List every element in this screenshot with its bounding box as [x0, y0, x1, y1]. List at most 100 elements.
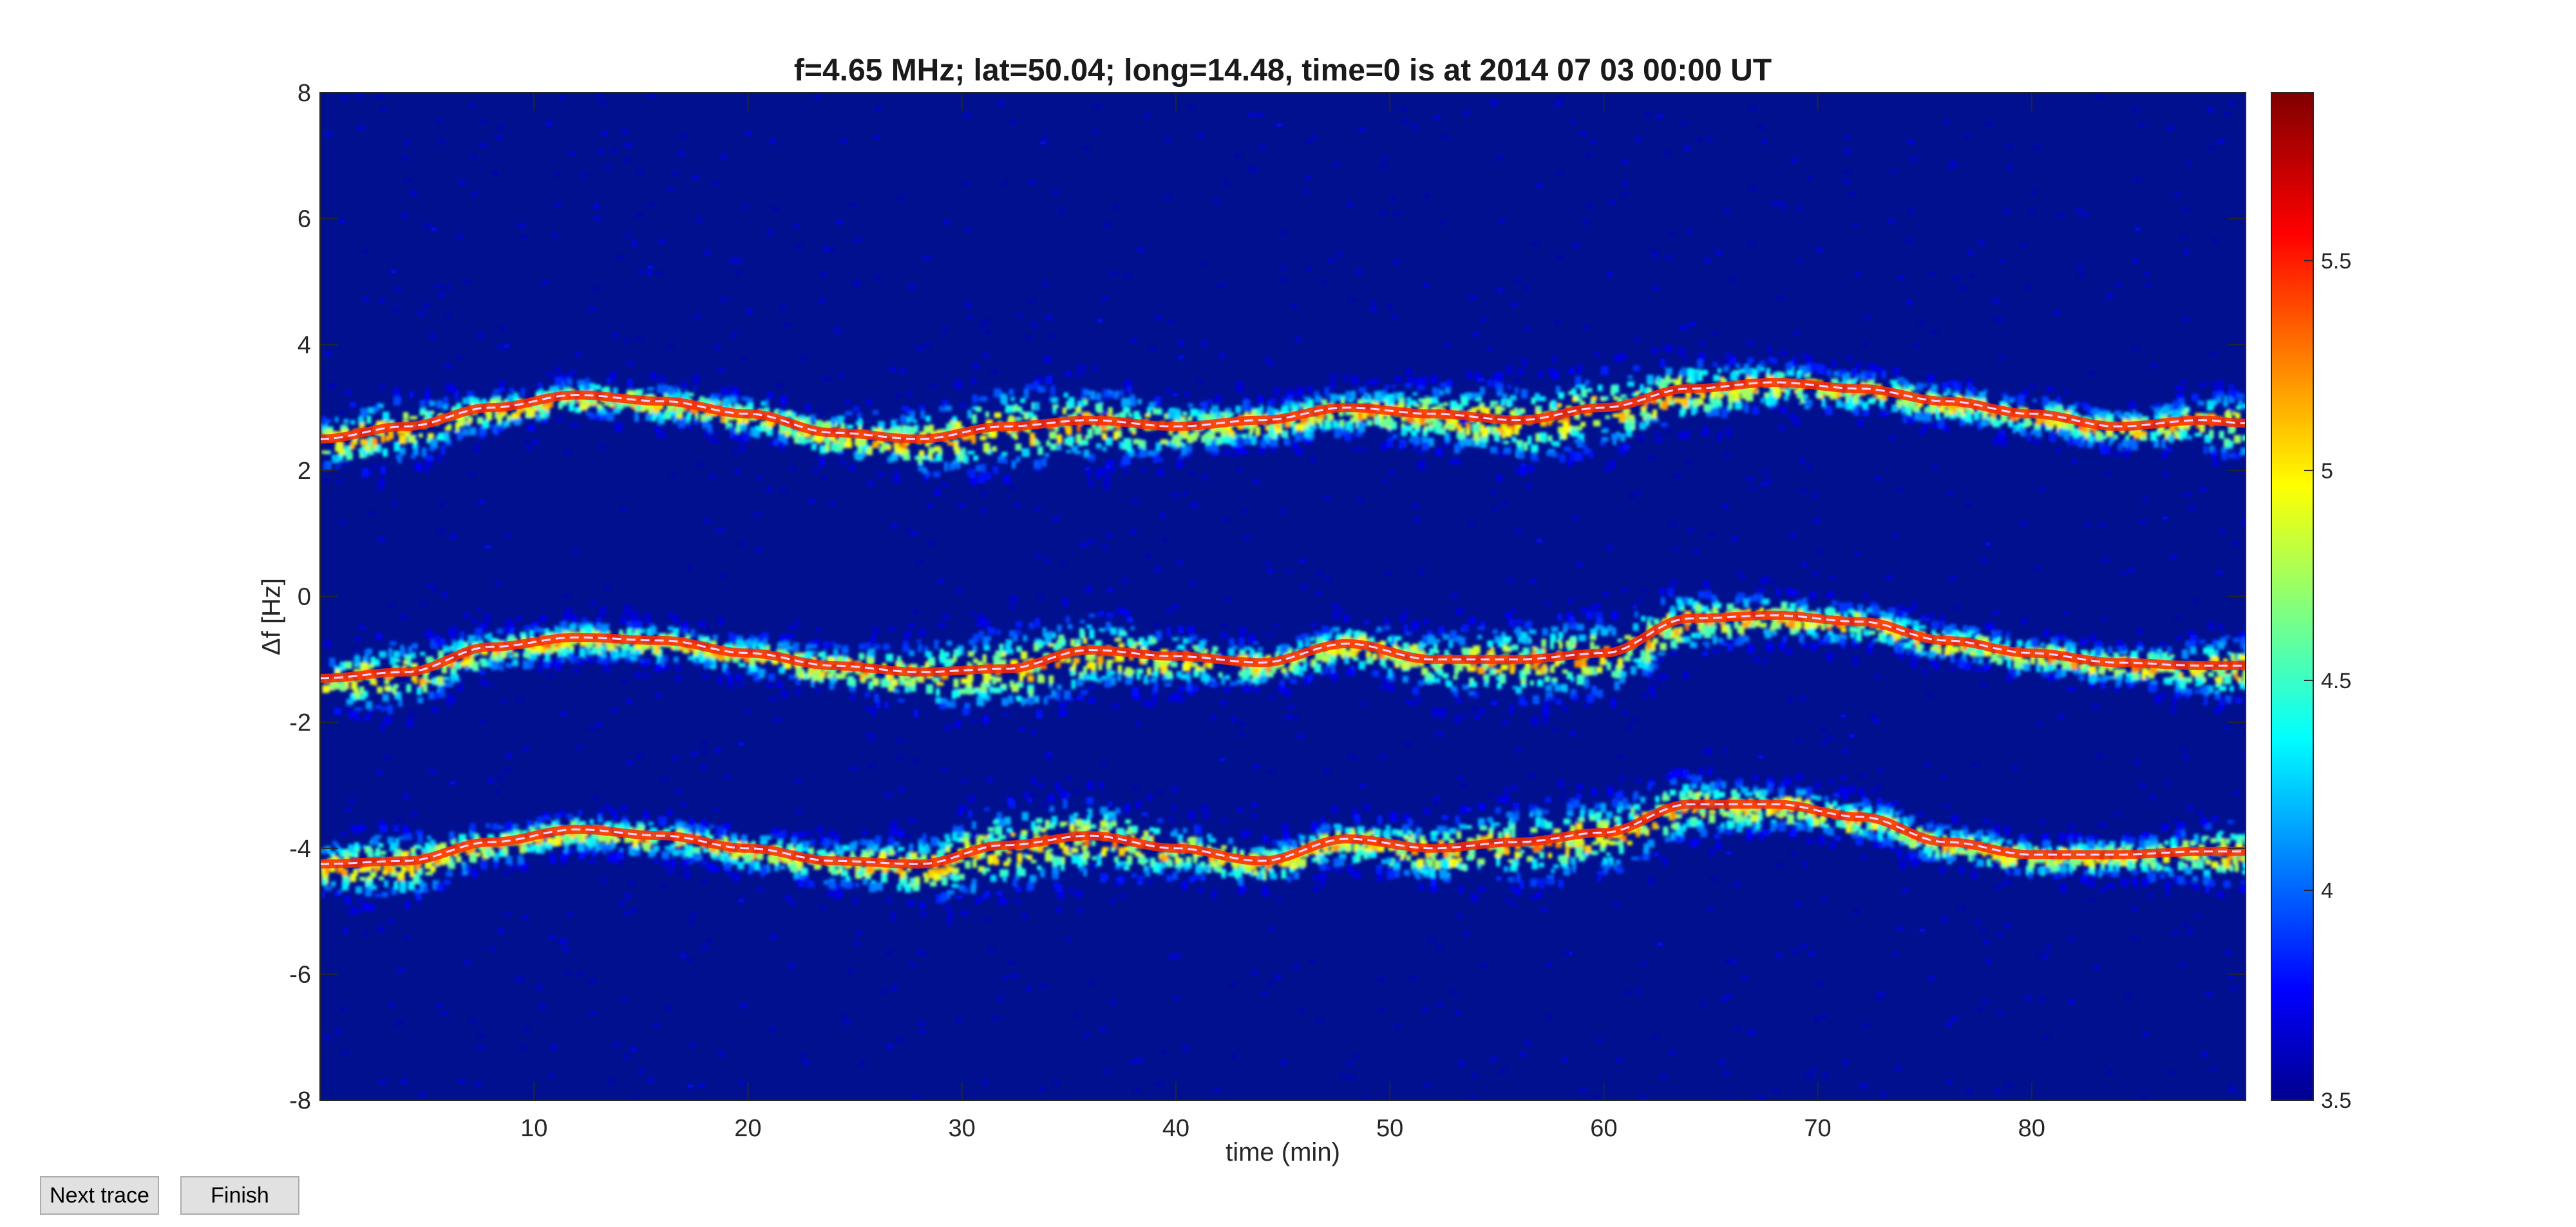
noise-cell [1178, 355, 1184, 359]
spectrogram-cell [431, 707, 438, 713]
spectrogram-cell [990, 432, 996, 438]
noise-cell [377, 770, 383, 774]
spectrogram-cell [1426, 427, 1434, 432]
spectrogram-cell [1747, 357, 1754, 364]
spectrogram-cell [2069, 405, 2077, 409]
spectrogram-cell [381, 435, 385, 443]
noise-cell [895, 394, 902, 398]
spectrogram-cell [2216, 397, 2222, 404]
spectrogram-cell [973, 455, 979, 461]
spectrogram-cell [2128, 414, 2136, 419]
spectrogram-cell [1180, 673, 1188, 680]
noise-cell [1487, 348, 1493, 351]
noise-cell [700, 765, 706, 769]
spectrogram-cell [1191, 686, 1199, 692]
spectrogram-cell [1665, 368, 1672, 375]
noise-cell [1182, 492, 1188, 496]
spectrogram-cell [409, 391, 414, 398]
noise-cell [1147, 881, 1153, 885]
noise-cell [791, 410, 797, 414]
noise-cell [1214, 1088, 1220, 1092]
spectrogram-cell [895, 425, 902, 429]
noise-cell [1638, 435, 1645, 438]
noise-cell [1350, 298, 1356, 302]
spectrogram-cell [1580, 389, 1587, 398]
noise-cell [471, 192, 478, 196]
spectrogram-cell [1825, 406, 1833, 416]
spectrogram-cell [746, 666, 753, 670]
spectrogram-cell [945, 726, 951, 731]
noise-cell [1265, 358, 1271, 362]
noise-cell [1908, 140, 1914, 144]
spectrogram-cell [399, 435, 407, 444]
spectrogram-cell [1930, 647, 1937, 651]
noise-cell [492, 171, 498, 174]
spectrogram-cell [655, 426, 661, 433]
noise-cell [689, 1043, 696, 1047]
spectrogram-cell [704, 636, 710, 643]
noise-cell [1122, 578, 1128, 582]
noise-cell [539, 1005, 545, 1009]
spectrogram-cell [1734, 393, 1741, 401]
spectrogram-cell [954, 447, 961, 454]
spectrogram-cell [2047, 655, 2052, 664]
noise-cell [556, 417, 563, 421]
noise-cell [1816, 248, 1823, 252]
spectrogram-cell [1712, 635, 1717, 644]
spectrogram-cell [1384, 384, 1390, 389]
noise-cell [396, 1022, 402, 1025]
spectrogram-cell [1011, 460, 1016, 469]
spectrogram-cell [2078, 674, 2085, 681]
spectrogram-cell [873, 679, 880, 684]
spectrogram-cell [1832, 391, 1837, 397]
spectrogram-cell [1870, 630, 1875, 635]
spectrogram-cell [479, 670, 486, 675]
noise-cell [1785, 822, 1791, 826]
spectrogram-cell [729, 391, 736, 395]
noise-cell [648, 94, 654, 98]
spectrogram-cell [535, 391, 542, 397]
noise-cell [590, 601, 596, 604]
noise-cell [1213, 200, 1220, 203]
noise-cell [820, 272, 826, 276]
spectrogram-cell [1998, 433, 2003, 443]
spectrogram-cell [2081, 429, 2088, 440]
noise-cell [2167, 1071, 2174, 1074]
spectrogram-cell [873, 409, 878, 415]
noise-cell [1411, 125, 1417, 129]
spectrogram-cell [1092, 366, 1097, 371]
noise-cell [1045, 397, 1050, 400]
spectrogram-cell [1574, 439, 1580, 443]
spectrogram-cell [1531, 444, 1539, 453]
spectrogram-cell [2049, 433, 2056, 442]
noise-cell [2143, 497, 2149, 501]
spectrogram-cell [1513, 407, 1518, 416]
spectrogram-cell [1211, 405, 1217, 414]
noise-cell [524, 1027, 530, 1031]
spectrogram-cell [964, 702, 971, 709]
noise-cell [1966, 1090, 1973, 1094]
noise-cell [1511, 303, 1517, 306]
noise-cell [498, 929, 504, 933]
spectrogram-cell [365, 701, 373, 709]
spectrogram-cell [819, 457, 825, 467]
spectrogram-cell [2159, 426, 2164, 431]
noise-cell [1861, 1084, 1867, 1088]
spectrogram-cell [392, 687, 397, 695]
spectrogram-cell [1172, 637, 1179, 641]
noise-cell [793, 223, 800, 227]
noise-cell [1347, 754, 1354, 758]
spectrogram-cell [1781, 388, 1785, 392]
spectrogram-cell [1919, 430, 1925, 436]
spectrogram-cell [894, 471, 898, 477]
noise-cell [1156, 1082, 1162, 1086]
noise-cell [1164, 195, 1171, 199]
spectrogram-cell [2099, 413, 2107, 420]
spectrogram-cell [1064, 438, 1070, 445]
spectrogram-cell [1779, 641, 1786, 651]
spectrogram-cell [2065, 639, 2072, 647]
spectrogram-cell [1302, 633, 1310, 639]
spectrogram-cell [2150, 648, 2155, 655]
noise-cell [686, 958, 692, 962]
spectrogram-cell [1291, 419, 1295, 427]
